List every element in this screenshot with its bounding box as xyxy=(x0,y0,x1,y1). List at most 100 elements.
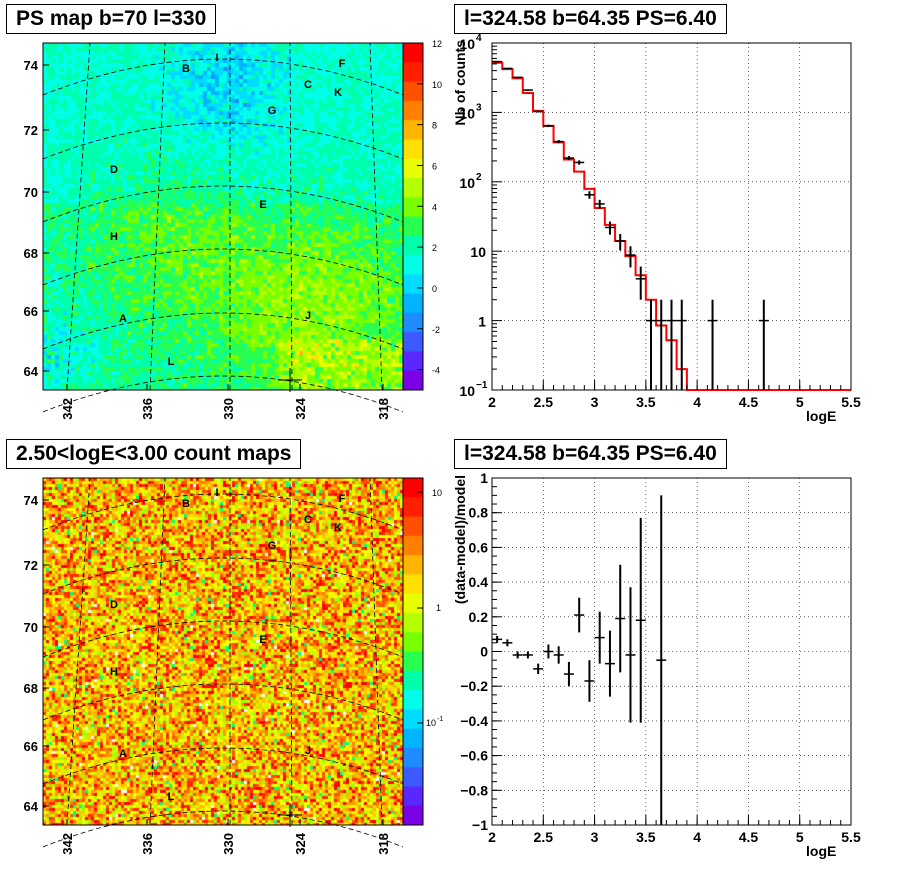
lat-line xyxy=(42,620,404,658)
y-tick-label: 0 xyxy=(480,644,488,660)
data-point xyxy=(625,246,636,268)
y-tick-label: 0.2 xyxy=(469,609,489,625)
lat-line xyxy=(42,493,404,531)
source-label-b: B xyxy=(182,63,190,75)
data-point xyxy=(635,266,646,300)
y-tick-label: 0.8 xyxy=(469,505,489,521)
lat-tick-label: 70 xyxy=(24,620,38,635)
data-point xyxy=(676,299,687,390)
lon-tick-label: 330 xyxy=(221,398,236,420)
source-label-k: K xyxy=(334,87,342,99)
data-point xyxy=(563,156,574,161)
colorbar-tick-exponent: -1 xyxy=(437,716,443,723)
lat-tick-labels: 74 72 70 68 66 64 xyxy=(24,58,39,379)
source-label-g: G xyxy=(268,540,277,552)
lat-line xyxy=(42,375,404,413)
data-point xyxy=(502,67,513,70)
lon-line xyxy=(149,42,166,391)
x-tick-label: 4 xyxy=(693,829,701,845)
y-tick-label: −0.6 xyxy=(460,748,488,764)
residual-point xyxy=(512,651,523,659)
data-point xyxy=(758,299,769,390)
residual-point xyxy=(635,517,646,723)
y-tick-label: 10 xyxy=(459,105,475,121)
lat-tick-label: 74 xyxy=(24,493,39,508)
source-label-b: B xyxy=(182,498,190,510)
residual-point xyxy=(656,495,667,825)
residual-point xyxy=(594,611,605,664)
lon-line xyxy=(66,477,91,826)
residual-point xyxy=(615,564,626,673)
lon-line xyxy=(149,477,166,826)
residual-panel: 2 2.5 3 3.5 4 4.5 5 5.5 logE 1 0.8 0.6 0.4 0.2 0 −0.2 −0… xyxy=(449,435,898,871)
source-label-a: A xyxy=(119,313,127,325)
x-tick-label: 2 xyxy=(488,829,496,845)
residual-title: l=324.58 b=64.35 PS=6.40 xyxy=(454,439,727,469)
source-label-f: F xyxy=(339,493,346,505)
colorbar-tick-label: 2 xyxy=(432,243,437,253)
lat-tick-label: 64 xyxy=(24,364,39,379)
source-label-l: L xyxy=(168,356,175,368)
data-point xyxy=(533,110,544,113)
lon-line xyxy=(369,42,383,391)
x-axis-label: logE xyxy=(806,843,836,859)
lon-line xyxy=(369,477,383,826)
data-point xyxy=(512,76,523,79)
lon-tick-label: 342 xyxy=(60,398,75,420)
lat-line xyxy=(42,683,404,721)
lat-line xyxy=(42,747,404,785)
lon-line xyxy=(66,42,91,391)
source-label-h: H xyxy=(110,666,118,678)
y-tick-exponent: 2 xyxy=(476,172,482,183)
colorbar-tick-label: 6 xyxy=(432,161,437,171)
y-axis-label: (data-model)/model xyxy=(452,475,468,604)
colorbar-tick-label: -4 xyxy=(432,366,440,376)
residual-point xyxy=(543,644,554,659)
y-axis-label: Nb of counts xyxy=(452,40,468,126)
y-tick-exponent: 3 xyxy=(476,102,482,113)
residual-point xyxy=(553,646,564,664)
data-point xyxy=(615,233,626,251)
source-labels: A B C D E F G H I J K L xyxy=(110,487,346,803)
y-tick-exponent: 4 xyxy=(476,33,482,44)
lon-tick-label: 318 xyxy=(376,833,391,855)
lat-line xyxy=(42,58,404,96)
x-tick-label: 2.5 xyxy=(534,394,554,410)
spectrum-title: l=324.58 b=64.35 PS=6.40 xyxy=(454,4,727,34)
lon-tick-labels: 342 336 330 324 318 xyxy=(60,832,391,854)
source-label-a: A xyxy=(119,748,127,760)
colorbar-tick-label: 8 xyxy=(432,121,437,131)
lat-tick-label: 66 xyxy=(24,739,38,754)
data-point xyxy=(707,299,718,390)
lat-tick-label: 74 xyxy=(24,58,39,73)
y-tick-exponent: −1 xyxy=(476,380,488,391)
data-point xyxy=(543,124,554,128)
ps-map-title: PS map b=70 l=330 xyxy=(6,4,217,34)
lon-line xyxy=(289,42,293,391)
lon-line xyxy=(289,477,293,826)
x-tick-label: 3 xyxy=(591,394,599,410)
residual-point xyxy=(502,639,513,647)
data-point xyxy=(666,299,677,390)
colorbar-frame xyxy=(402,477,424,826)
ps-map-colorbar xyxy=(403,43,423,390)
source-label-g: G xyxy=(268,105,277,117)
x-tick-label: 5 xyxy=(796,829,804,845)
lon-tick-label: 330 xyxy=(221,833,236,855)
colorbar-tick-label: 4 xyxy=(432,202,437,212)
data-point xyxy=(604,221,615,235)
x-tick-label: 5.5 xyxy=(841,829,861,845)
source-label-i: I xyxy=(215,487,218,499)
y-tick-label: 10 xyxy=(459,175,475,191)
map-frame xyxy=(42,477,424,826)
data-point xyxy=(522,89,533,91)
residual-point xyxy=(625,587,636,723)
source-label-c: C xyxy=(304,514,312,526)
x-tick-label: 5 xyxy=(796,394,804,410)
x-tick-label: 4 xyxy=(693,394,701,410)
y-tick-label: 0.4 xyxy=(469,574,489,590)
source-label-f: F xyxy=(339,58,346,70)
data-point xyxy=(594,199,605,209)
